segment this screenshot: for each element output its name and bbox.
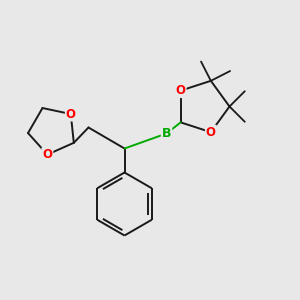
Text: B: B [162,127,171,140]
Text: O: O [42,148,52,161]
Text: O: O [66,107,76,121]
Text: O: O [176,84,186,97]
Text: O: O [206,126,216,139]
